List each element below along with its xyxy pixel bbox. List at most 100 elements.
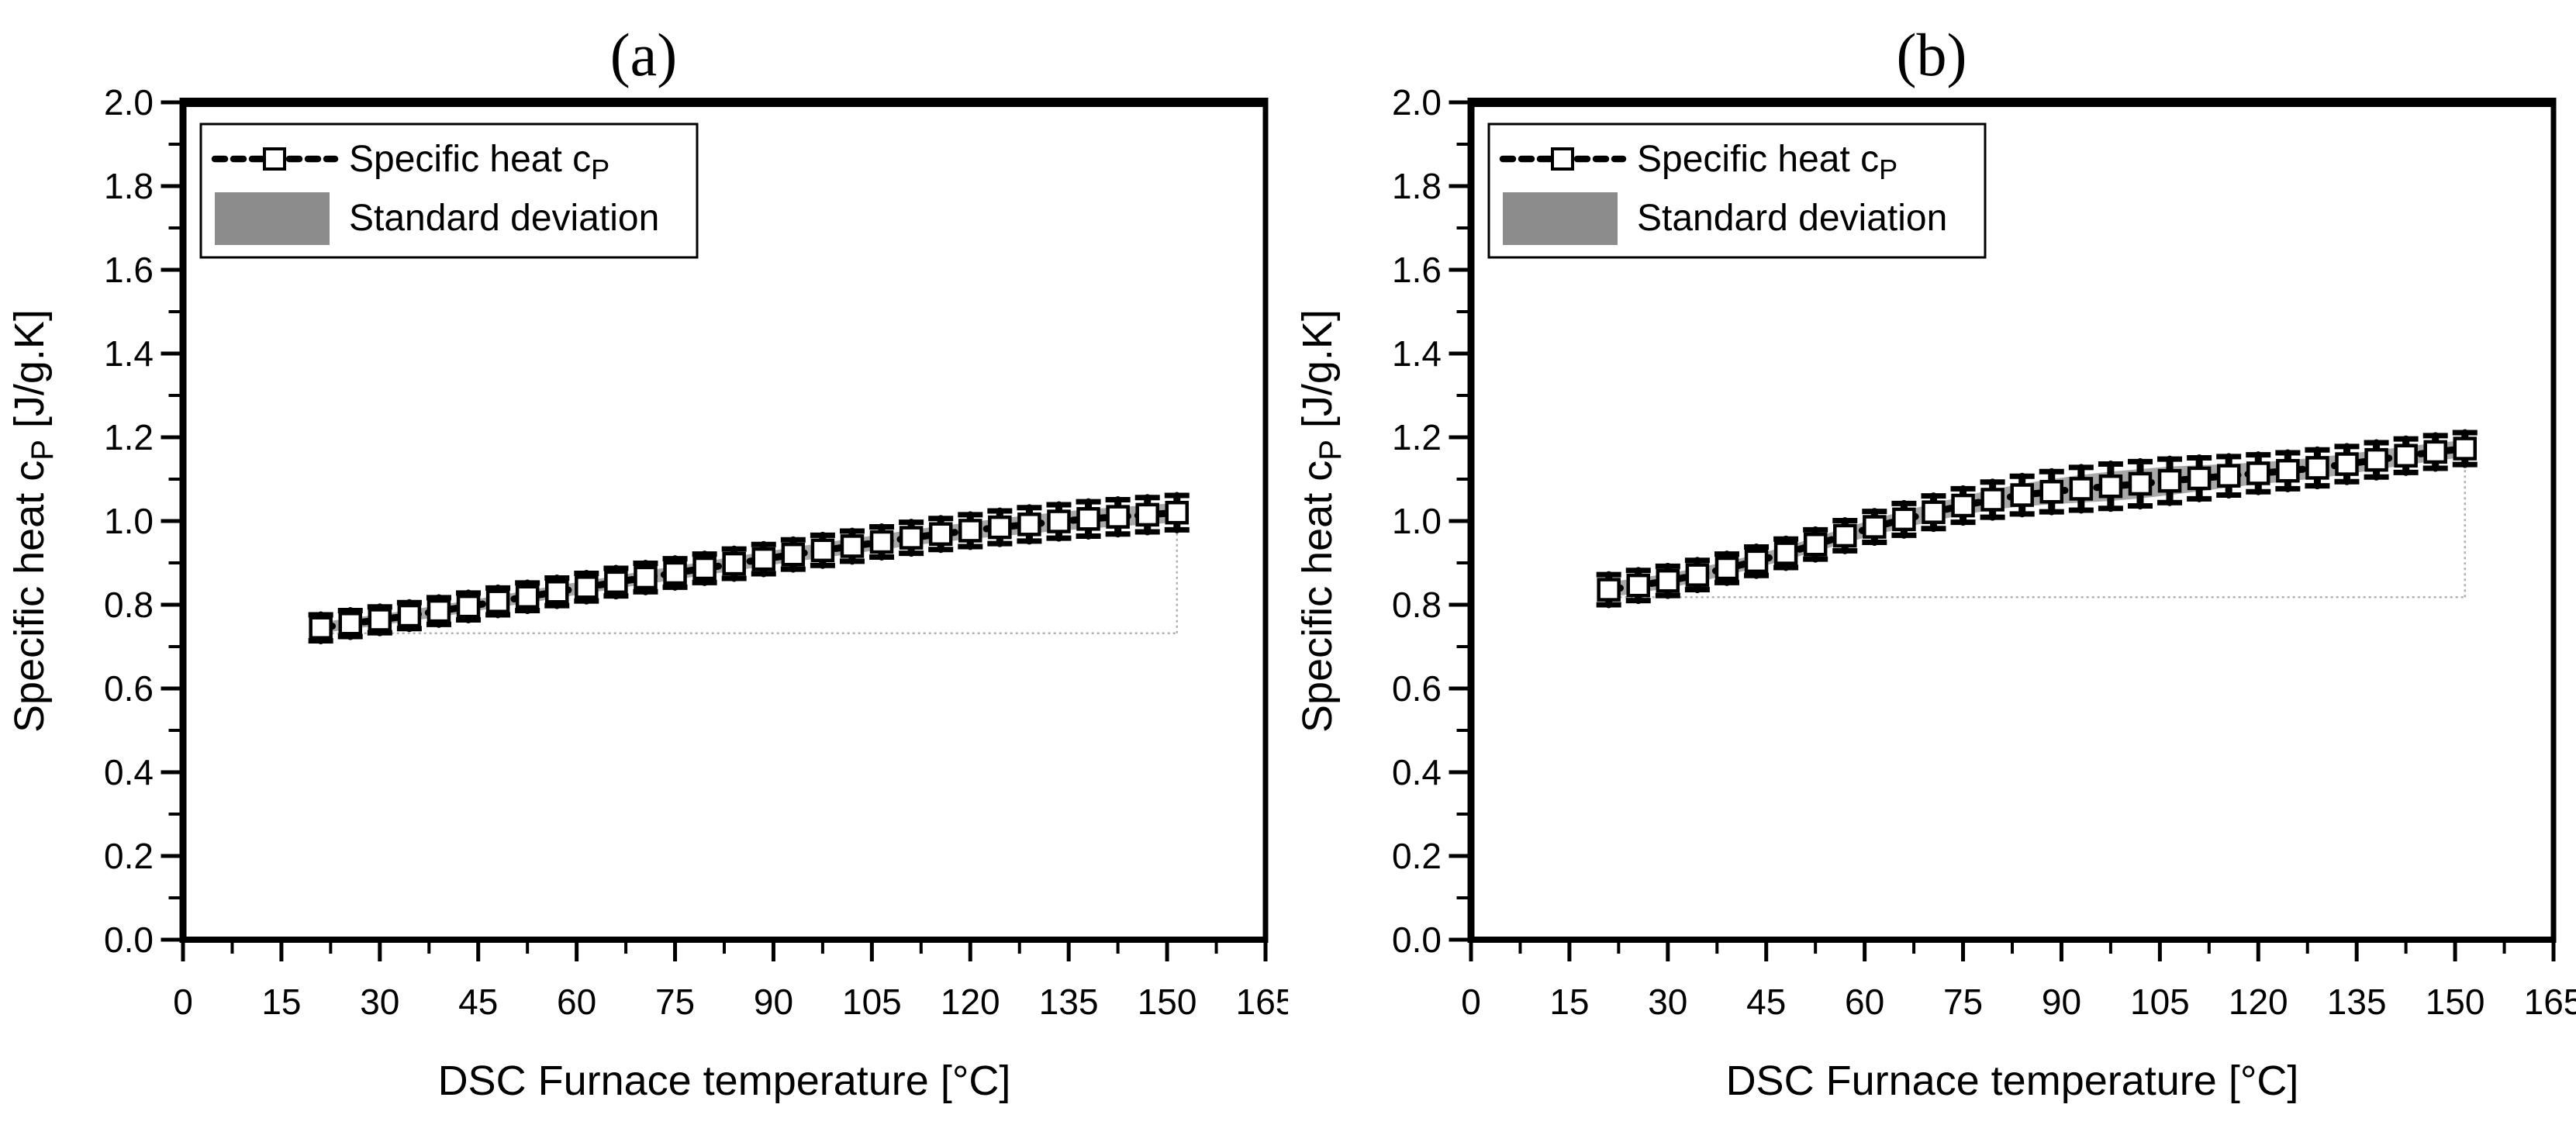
- data-point-marker: [485, 589, 510, 613]
- legend-label-specific-heat: Specific heat cP: [349, 139, 609, 185]
- panel-title: (b): [1897, 21, 1967, 88]
- data-point-marker: [1803, 532, 1828, 557]
- y-tick-label: 1.2: [1392, 417, 1442, 457]
- y-tick-label: 1.4: [1392, 333, 1442, 374]
- panel-title: (a): [610, 21, 678, 88]
- x-tick-label: 15: [1549, 982, 1589, 1022]
- data-point-marker: [1744, 549, 1769, 574]
- data-point-marker: [2069, 477, 2094, 501]
- data-point-marker: [634, 565, 658, 590]
- x-tick-label: 75: [655, 982, 695, 1022]
- y-tick-label: 2.0: [104, 82, 154, 123]
- data-point-marker: [2335, 452, 2359, 476]
- x-tick-label: 135: [2327, 982, 2387, 1022]
- data-point-marker: [1714, 556, 1739, 581]
- x-axis-title: DSC Furnace temperature [°C]: [1726, 1058, 2299, 1104]
- data-point-marker: [515, 585, 540, 609]
- data-point-marker: [1106, 505, 1130, 529]
- y-tick-label: 0.0: [1392, 920, 1442, 960]
- data-point-marker: [1656, 568, 1680, 593]
- y-tick-label: 1.6: [1392, 250, 1442, 290]
- data-point-marker: [1135, 502, 1159, 527]
- data-point-marker: [692, 556, 717, 581]
- data-point-marker: [2010, 483, 2034, 507]
- legend-band-swatch: [215, 192, 330, 245]
- x-tick-label: 45: [458, 982, 498, 1022]
- x-tick-label: 15: [261, 982, 301, 1022]
- legend-marker-sample: [263, 147, 286, 171]
- x-tick-label: 165: [2524, 982, 2576, 1022]
- data-point-marker: [2305, 456, 2329, 480]
- x-tick-label: 30: [360, 982, 399, 1022]
- data-point-marker: [1951, 493, 1975, 518]
- data-point-marker: [1047, 509, 1071, 533]
- data-point-marker: [2216, 464, 2241, 488]
- data-point-marker: [1626, 573, 1650, 598]
- data-point-marker: [781, 542, 806, 567]
- y-tick-label: 0.8: [1392, 585, 1442, 625]
- data-point-marker: [456, 594, 481, 619]
- y-axis-title: Specific heat cP [J/g.K]: [1294, 309, 1348, 733]
- x-tick-label: 0: [173, 982, 193, 1022]
- x-tick-label: 30: [1648, 982, 1687, 1022]
- data-point-marker: [869, 530, 894, 554]
- data-point-marker: [2423, 440, 2447, 464]
- data-point-marker: [2187, 466, 2212, 491]
- data-point-marker: [575, 575, 599, 599]
- data-point-marker: [722, 551, 746, 576]
- data-point-marker: [1597, 578, 1621, 602]
- data-point-marker: [2453, 437, 2478, 461]
- data-point-marker: [663, 561, 687, 585]
- data-point-marker: [1685, 563, 1710, 587]
- y-tick-label: 1.0: [104, 501, 154, 541]
- data-point-marker: [751, 547, 776, 571]
- y-tick-label: 1.4: [104, 333, 154, 374]
- data-point-marker: [2276, 458, 2300, 483]
- data-point-marker: [1773, 541, 1798, 565]
- x-tick-label: 60: [557, 982, 596, 1022]
- data-point-marker: [2098, 474, 2123, 499]
- data-point-marker: [604, 570, 628, 595]
- y-tick-label: 1.0: [1392, 501, 1442, 541]
- data-point-marker: [426, 599, 451, 623]
- legend-marker-sample: [1551, 147, 1574, 171]
- y-tick-label: 2.0: [1392, 82, 1442, 123]
- x-tick-label: 165: [1236, 982, 1288, 1022]
- x-tick-label: 90: [2042, 982, 2081, 1022]
- data-point-marker: [2157, 468, 2182, 493]
- y-tick-label: 0.6: [1392, 668, 1442, 709]
- y-tick-label: 0.2: [1392, 836, 1442, 876]
- y-tick-label: 0.8: [104, 585, 154, 625]
- data-point-marker: [958, 519, 982, 543]
- x-tick-label: 90: [754, 982, 793, 1022]
- legend: Specific heat cP Standard deviation: [1487, 123, 1987, 259]
- data-point-marker: [1833, 523, 1857, 548]
- legend-label-specific-heat: Specific heat cP: [1637, 139, 1897, 185]
- x-tick-label: 150: [1138, 982, 1197, 1022]
- panel-b-plot: (b) 0 15 30 45 60 75 90 105 120 135 150 165 0.0 0.2 0.4…: [1294, 21, 2576, 1104]
- y-tick-label: 0.4: [1392, 752, 1442, 792]
- data-point-marker: [1922, 500, 1946, 524]
- y-tick-label: 0.4: [104, 752, 154, 792]
- data-point-marker: [1165, 500, 1190, 525]
- data-point-marker: [928, 522, 953, 546]
- data-point-marker: [988, 515, 1012, 540]
- data-point-marker: [368, 608, 392, 632]
- y-axis-title: Specific heat cP [J/g.K]: [6, 309, 60, 733]
- data-point-marker: [2394, 443, 2418, 468]
- data-point-marker: [810, 538, 835, 563]
- y-tick-label: 0.2: [104, 836, 154, 876]
- data-point-marker: [2246, 461, 2270, 485]
- x-axis-title: DSC Furnace temperature [°C]: [438, 1058, 1011, 1104]
- x-tick-label: 60: [1845, 982, 1884, 1022]
- panel-a: (a) 0 15 30 45 60 75 90 105 120 135 150 165 0.0 0.2 0.4…: [0, 0, 1295, 1121]
- data-point-marker: [309, 616, 333, 640]
- x-tick-label: 105: [842, 982, 902, 1022]
- data-point-marker: [1892, 507, 1916, 532]
- x-tick-label: 135: [1039, 982, 1099, 1022]
- data-point-marker: [2039, 479, 2064, 504]
- legend: Specific heat cP Standard deviation: [199, 123, 699, 259]
- panel-b: (b) 0 15 30 45 60 75 90 105 120 135 150 165 0.0 0.2 0.4…: [1288, 0, 2576, 1121]
- y-tick-label: 1.8: [104, 166, 154, 206]
